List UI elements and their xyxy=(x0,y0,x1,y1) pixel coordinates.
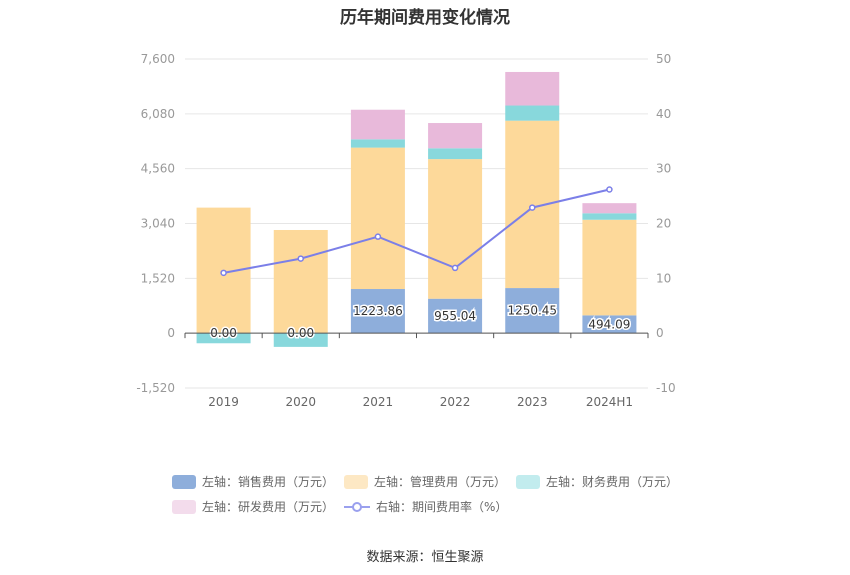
bar-segment xyxy=(350,139,405,148)
x-tick-label: 2019 xyxy=(208,395,239,409)
legend-label-rate: 右轴：期间费用率（%） xyxy=(376,500,508,514)
left-tick-label: 1,520 xyxy=(141,271,175,285)
line-series xyxy=(220,186,613,277)
bar-segment xyxy=(582,203,637,214)
legend-item-sales[interactable]: 左轴：销售费用（万元） xyxy=(172,473,334,490)
left-tick-label: 6,080 xyxy=(141,107,175,121)
sales-value-label: 1223.86 xyxy=(353,304,403,318)
right-tick-label: 40 xyxy=(656,107,671,121)
rate-point xyxy=(606,186,613,193)
legend-swatch-sales xyxy=(172,474,196,489)
rate-point xyxy=(529,204,536,211)
bar-segment xyxy=(350,289,405,334)
x-tick-label: 2023 xyxy=(517,395,548,409)
bar-segment xyxy=(505,105,560,121)
bar-segment xyxy=(582,213,637,220)
rate-point xyxy=(451,264,459,272)
legend-item-rd[interactable]: 左轴：研发费用（万元） xyxy=(172,498,334,515)
data-source: 数据来源：恒生聚源 xyxy=(366,550,484,565)
legend-label-admin: 左轴：管理费用（万元） xyxy=(374,475,507,489)
bar-segment xyxy=(196,333,251,344)
right-tick-label: 30 xyxy=(656,162,671,176)
bar-segment xyxy=(428,123,483,149)
rate-point xyxy=(297,255,304,262)
legend-swatch-rd xyxy=(172,499,196,514)
bar-series xyxy=(196,71,637,347)
left-tick-label: 4,560 xyxy=(141,162,175,176)
legend-swatch-finance xyxy=(516,474,540,489)
sales-value-label: 955.04 xyxy=(434,309,476,323)
right-tick-label: 0 xyxy=(656,326,664,340)
x-tick-label: 2020 xyxy=(285,395,316,409)
legend-label-finance: 左轴：财务费用（万元） xyxy=(546,475,679,489)
x-tick-label: 2022 xyxy=(440,395,471,409)
axes: -1,520 -10 0 0 1,520 10 3,040 20 4,560 30 6,080 40 7… xyxy=(136,52,675,409)
rate-point xyxy=(374,233,382,240)
rate-point xyxy=(220,269,227,277)
legend-swatch-admin xyxy=(344,474,368,489)
legend-label-rd: 左轴：研发费用（万元） xyxy=(202,500,335,514)
sales-value-label: 1250.45 xyxy=(507,304,557,318)
bar-segment xyxy=(350,109,405,140)
bar-segment xyxy=(273,333,328,347)
bar-segment xyxy=(582,219,637,316)
sales-value-label: 494.09 xyxy=(588,317,630,331)
legend-label-sales: 左轴：销售费用（万元） xyxy=(202,475,335,489)
bar-segment xyxy=(582,315,637,334)
bar-segment xyxy=(350,147,405,290)
bar-segment xyxy=(505,71,560,106)
right-tick-label: -10 xyxy=(656,381,676,395)
left-tick-label: 7,600 xyxy=(141,52,175,66)
right-tick-label: 10 xyxy=(656,271,671,285)
right-tick-label: 50 xyxy=(656,52,671,66)
chart-title: 历年期间费用变化情况 xyxy=(340,8,510,28)
left-tick-label: -1,520 xyxy=(136,381,175,395)
rate-line xyxy=(223,188,610,274)
bar-segment xyxy=(428,159,483,299)
bar-segment xyxy=(505,288,560,334)
x-tick-label: 2024H1 xyxy=(586,395,633,409)
bar-segment xyxy=(428,148,483,160)
right-tick-label: 20 xyxy=(656,217,671,231)
x-tick-label: 2021 xyxy=(363,395,394,409)
legend-item-finance[interactable]: 左轴：财务费用（万元） xyxy=(516,473,678,490)
legend-item-rate[interactable]: 右轴：期间费用率（%） xyxy=(344,498,507,515)
bar-segment xyxy=(273,229,328,334)
legend-swatch-rate xyxy=(344,501,370,512)
bar-segment xyxy=(428,298,483,334)
legend-item-admin[interactable]: 左轴：管理费用（万元） xyxy=(344,473,506,490)
left-tick-label: 0 xyxy=(167,326,175,340)
left-tick-label: 3,040 xyxy=(141,217,175,231)
grid-lines xyxy=(185,58,648,389)
